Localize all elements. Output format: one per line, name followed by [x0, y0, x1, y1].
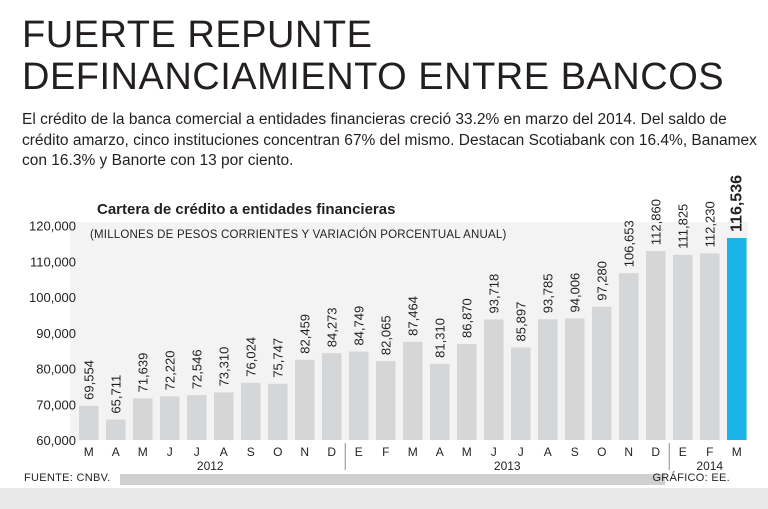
x-tick-label: J: [518, 445, 524, 459]
timeline-band: [120, 474, 665, 485]
bar: [646, 251, 666, 440]
y-tick-label: 60,000: [36, 433, 76, 448]
bar-value-label: 85,897: [514, 302, 529, 342]
bar: [376, 361, 396, 440]
bar: [160, 396, 180, 440]
x-tick-label: S: [247, 445, 255, 459]
bar: [565, 318, 585, 440]
bar-value-label: 75,747: [271, 338, 286, 378]
bar: [619, 273, 639, 440]
bar-value-label: 76,024: [244, 337, 259, 377]
x-tick-label: J: [194, 445, 200, 459]
x-tick-label: M: [408, 445, 418, 459]
bar: [349, 351, 369, 440]
bars-group: [79, 237, 747, 440]
bar: [673, 254, 693, 440]
x-tick-label: S: [571, 445, 579, 459]
bar-value-label: 65,711: [109, 375, 124, 414]
year-label: 2014: [696, 459, 723, 473]
x-tick-label: M: [84, 445, 94, 459]
year-label: 2013: [494, 459, 521, 473]
bar: [214, 392, 234, 440]
x-tick-label: M: [462, 445, 472, 459]
x-tick-label: F: [382, 445, 389, 459]
source-note: FUENTE: CNBV.: [24, 472, 111, 484]
bottom-band: [0, 488, 768, 509]
bar-value-label: 81,310: [433, 318, 448, 358]
bar: [106, 419, 126, 440]
x-tick-label: E: [679, 445, 687, 459]
bar-value-label: 72,220: [163, 351, 178, 391]
x-tick-label: N: [624, 445, 633, 459]
bar-highlight: [727, 237, 747, 440]
graphic-credit: GRÁFICO: EE.: [652, 472, 730, 484]
x-tick-label: A: [544, 445, 552, 459]
bar-value-label: 71,639: [136, 353, 151, 393]
bar: [133, 398, 153, 440]
bar-value-label: 112,860: [649, 199, 664, 245]
x-tick-label: M: [732, 445, 742, 459]
x-tick-label: E: [355, 445, 363, 459]
bar-value-label: 87,464: [406, 296, 421, 336]
year-labels-group: 2012 2013 2014: [120, 443, 723, 485]
y-axis: 60,000 70,000 80,000 90,000 100,000 110,000 12…: [29, 219, 76, 448]
bar-value-label: 73,310: [217, 347, 232, 387]
bar: [430, 363, 450, 440]
x-tick-label: F: [706, 445, 713, 459]
bar-value-label: 72,546: [190, 349, 205, 389]
bar: [511, 347, 531, 440]
bar-value-label: 84,749: [352, 306, 367, 346]
y-tick-label: 110,000: [30, 254, 76, 269]
bar-value-label: 82,065: [379, 315, 394, 355]
bar: [187, 395, 207, 440]
chart-subtitle: (MILLONES DE PESOS CORRIENTES Y VARIACIÓ…: [90, 228, 507, 241]
y-tick-label: 120,000: [29, 219, 76, 234]
bar-value-label: 106,653: [622, 220, 637, 267]
x-tick-label: O: [273, 445, 282, 459]
bar-value-label: 116,536: [729, 175, 746, 232]
x-tick-label: A: [436, 445, 444, 459]
bar: [457, 343, 477, 440]
y-tick-label: 70,000: [36, 397, 76, 412]
bar-value-label: 93,718: [487, 274, 502, 314]
y-tick-label: 90,000: [36, 326, 76, 341]
bar-value-label: 97,280: [595, 261, 610, 301]
bar-value-label: 86,870: [460, 298, 475, 338]
bar: [79, 405, 99, 440]
lead-paragraph: El crédito de la banca comercial a entid…: [22, 111, 757, 169]
bar: [484, 319, 504, 440]
x-tick-label: J: [167, 445, 173, 459]
bar-value-label: 84,273: [325, 307, 340, 347]
bar: [538, 319, 558, 440]
bar-value-label: 93,785: [541, 273, 556, 313]
bar: [322, 353, 342, 440]
bar: [241, 382, 261, 440]
bar: [295, 359, 315, 440]
x-tick-label: D: [327, 445, 336, 459]
bar-value-label: 94,006: [568, 273, 583, 313]
x-tick-label: J: [491, 445, 497, 459]
year-label: 2012: [197, 459, 224, 473]
bar-value-label: 69,554: [82, 360, 97, 400]
value-labels-group: 69,554 65,711 71,639 72,220 72,546 73,310 76,0…: [82, 175, 746, 414]
bar: [403, 341, 423, 440]
x-tick-label: O: [597, 445, 606, 459]
chart-title: Cartera de crédito a entidades financier…: [97, 201, 395, 218]
bar-value-label: 111,825: [676, 204, 691, 249]
x-tick-label: D: [651, 445, 660, 459]
x-tick-label: A: [112, 445, 120, 459]
x-tick-label: A: [220, 445, 228, 459]
bar-value-label: 112,230: [703, 201, 718, 247]
bar-value-label: 82,459: [298, 314, 313, 354]
bar: [700, 253, 720, 440]
y-tick-label: 80,000: [36, 362, 76, 377]
bar: [268, 383, 288, 440]
headline: FUERTE REPUNTE DEFINANCIAMIENTO ENTRE BA…: [22, 14, 725, 98]
bar: [592, 306, 612, 440]
y-tick-label: 100,000: [29, 290, 76, 305]
x-tick-label: N: [300, 445, 309, 459]
x-tick-label: M: [138, 445, 148, 459]
